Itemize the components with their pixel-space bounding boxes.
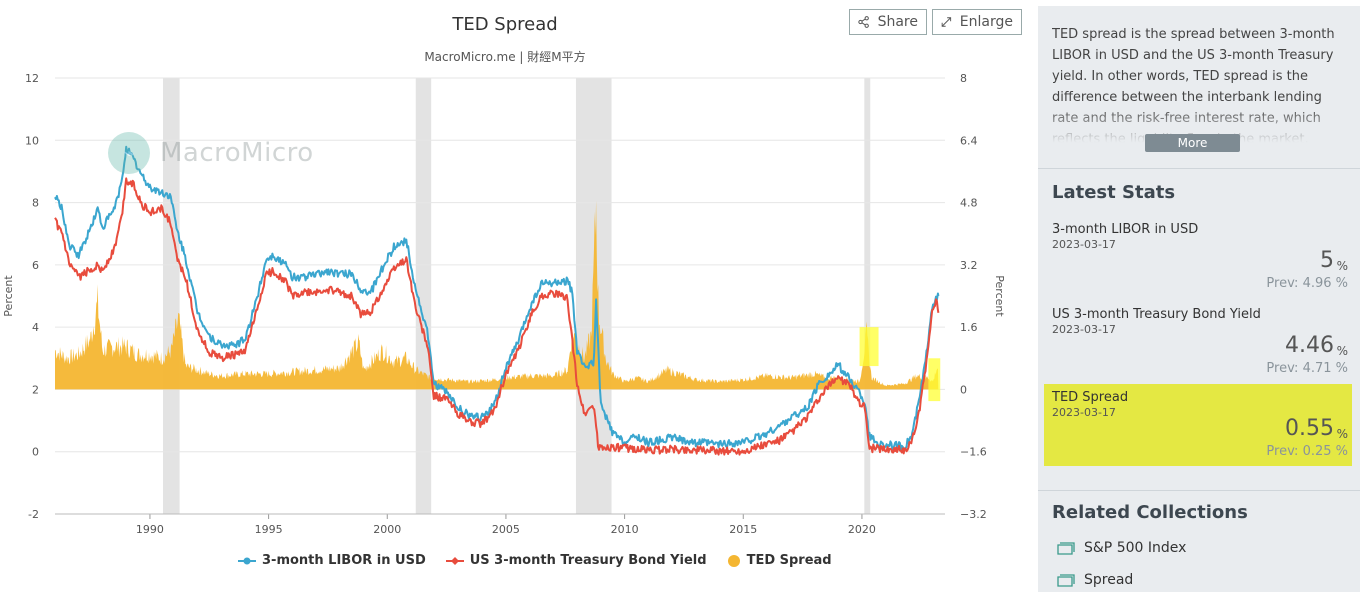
collection-sp500[interactable]: S&P 500 Index <box>1056 540 1186 556</box>
share-label: Share <box>877 14 918 30</box>
chart-area: -2 0 2 4 6 8 10 12 −3.2 −1.6 0 1.6 3.2 4.8 6.4 8 1990 199… <box>2 9 1022 568</box>
libor-line <box>54 145 940 451</box>
legend-label-treasury: US 3-month Treasury Bond Yield <box>469 553 707 568</box>
share-button[interactable]: Share <box>849 9 927 35</box>
legend-treasury-marker-icon <box>445 556 464 565</box>
stat-unit: % <box>1336 259 1348 273</box>
x-tick-label: 1995 <box>255 523 283 536</box>
stat-value: 4.46 <box>1285 333 1334 358</box>
legend-label-ted: TED Spread <box>746 553 832 568</box>
y2-tick-label: 4.8 <box>960 197 978 210</box>
stat-value: 5 <box>1320 248 1334 273</box>
enlarge-button[interactable]: Enlarge <box>932 9 1022 35</box>
stat-ted-spread[interactable]: TED Spread 2023-03-17 0.55 % Prev: 0.25 … <box>1044 384 1352 466</box>
chart-title: TED Spread <box>452 14 558 35</box>
y2-tick-label: −1.6 <box>960 446 987 459</box>
x-tick-label: 2020 <box>848 523 876 536</box>
stat-unit: % <box>1336 344 1348 358</box>
ted-spread-area <box>55 200 939 390</box>
treasury-line <box>54 177 940 456</box>
divider <box>1038 168 1360 169</box>
x-tick-label: 1990 <box>136 523 164 536</box>
y2-tick-label: 0 <box>960 383 967 396</box>
chart-subtitle: MacroMicro.me | 財經M平方 <box>424 50 586 64</box>
y-tick-label: -2 <box>28 508 39 521</box>
watermark-text: MacroMicro <box>160 138 314 168</box>
stat-date: 2023-03-17 <box>1052 323 1116 336</box>
recession-band <box>415 78 432 514</box>
y-tick-label: 8 <box>32 197 39 210</box>
x-tick-label: 2000 <box>373 523 401 536</box>
collection-label: Spread <box>1084 572 1134 588</box>
legend-label-libor: 3-month LIBOR in USD <box>262 553 426 568</box>
share-icon <box>858 16 869 28</box>
legend-item-libor[interactable]: 3-month LIBOR in USD <box>238 553 426 568</box>
collection-folder-icon <box>1057 542 1075 555</box>
watermark-logo-icon: ⌁ <box>108 132 150 174</box>
stat-treasury[interactable]: US 3-month Treasury Bond Yield 2023-03-1… <box>1044 301 1352 383</box>
y2-tick-label: 8 <box>960 72 967 85</box>
y-tick-label: 12 <box>25 72 39 85</box>
latest-stats-title: Latest Stats <box>1052 182 1176 203</box>
stat-prev: Prev: 0.25 % <box>1266 444 1348 459</box>
stat-unit: % <box>1336 427 1348 441</box>
more-button[interactable]: More <box>1145 134 1240 152</box>
y2-tick-label: −3.2 <box>960 508 987 521</box>
collection-label: S&P 500 Index <box>1084 540 1187 556</box>
x-tick-label: 2015 <box>729 523 757 536</box>
x-tick-label: 2010 <box>611 523 639 536</box>
legend-item-treasury[interactable]: US 3-month Treasury Bond Yield <box>445 553 707 568</box>
stat-date: 2023-03-17 <box>1052 406 1116 419</box>
y-tick-label: 10 <box>25 134 39 147</box>
highlight-box <box>928 358 941 402</box>
y2-tick-label: 3.2 <box>960 259 978 272</box>
stat-libor[interactable]: 3-month LIBOR in USD 2023-03-17 5 % Prev… <box>1044 216 1352 298</box>
stat-date: 2023-03-17 <box>1052 238 1116 251</box>
stat-prev: Prev: 4.71 % <box>1266 361 1348 376</box>
collection-spread[interactable]: Spread <box>1056 572 1133 588</box>
y2-tick-label: 1.6 <box>960 321 978 334</box>
legend-libor-marker-icon <box>238 557 256 564</box>
chart-legend: 3-month LIBOR in USD US 3-month Treasury… <box>238 553 832 568</box>
legend-item-ted[interactable]: TED Spread <box>727 553 832 568</box>
y2-axis-title: Percent <box>993 275 1006 317</box>
y-tick-label: 6 <box>32 259 39 272</box>
stat-name: TED Spread <box>1052 390 1129 405</box>
watermark: ⌁ MacroMicro <box>108 132 314 174</box>
side-panel: TED spread is the spread between 3-month… <box>1038 6 1360 592</box>
chart-svg: -2 0 2 4 6 8 10 12 −3.2 −1.6 0 1.6 3.2 4.8 6.4 8 1990 199… <box>2 72 1006 536</box>
stat-prev: Prev: 4.96 % <box>1266 276 1348 291</box>
enlarge-label: Enlarge <box>959 14 1013 30</box>
highlight-box <box>859 327 879 367</box>
stat-value: 0.55 <box>1285 416 1334 441</box>
stat-name: US 3-month Treasury Bond Yield <box>1052 307 1261 322</box>
y-tick-label: 2 <box>32 383 39 396</box>
y2-tick-label: 6.4 <box>960 134 978 147</box>
y-axis-title: Percent <box>2 275 15 317</box>
collection-folder-icon <box>1057 574 1075 587</box>
legend-ted-marker-icon <box>727 554 740 567</box>
recession-band <box>162 78 180 514</box>
divider <box>1038 490 1360 491</box>
y-tick-label: 4 <box>32 321 39 334</box>
recession-band <box>864 78 871 514</box>
y-tick-label: 0 <box>32 446 39 459</box>
enlarge-icon <box>941 17 952 27</box>
stat-name: 3-month LIBOR in USD <box>1052 222 1199 237</box>
x-tick-label: 2005 <box>492 523 520 536</box>
related-collections-title: Related Collections <box>1052 502 1248 523</box>
